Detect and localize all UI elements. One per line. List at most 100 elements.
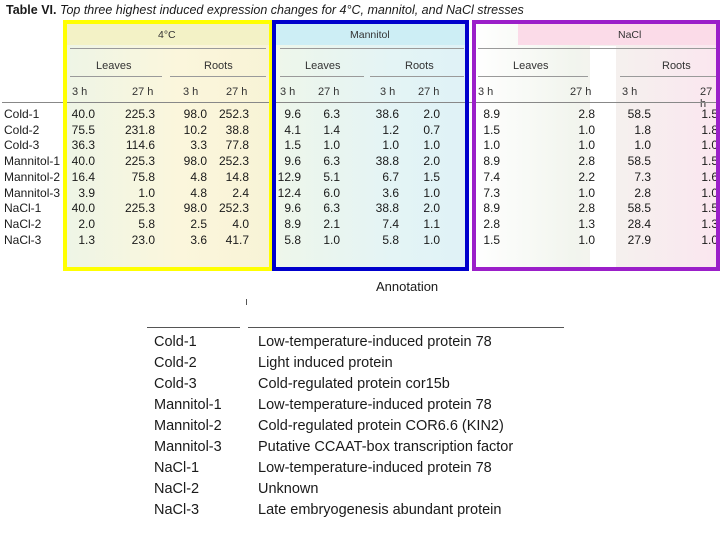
cell-mannitol: 4.1 — [284, 122, 301, 137]
cell-mannitol: 12.9 — [277, 169, 301, 184]
subgroup-rule — [70, 76, 162, 77]
cell-nacl: 7.3 — [483, 185, 500, 200]
mannitol-highlight-box — [272, 20, 469, 271]
subgroup-mannitol-leaves: Leaves — [305, 60, 341, 72]
cell-cold: 36.3 — [71, 138, 95, 153]
cell-cold: 4.8 — [190, 169, 207, 184]
cell-mannitol: 1.0 — [323, 232, 340, 247]
time-header: 3 h — [280, 86, 296, 98]
group-rule-nacl — [478, 48, 716, 49]
time-header: 3 h — [622, 86, 638, 98]
cell-nacl: 1.0 — [483, 138, 500, 153]
row-label: Mannitol-1 — [4, 154, 61, 169]
cell-cold: 41.7 — [225, 232, 249, 247]
subgroup-nacl-leaves: Leaves — [513, 60, 549, 72]
annotation-description: Low-temperature-induced protein 78 — [258, 397, 492, 413]
cell-mannitol: 1.4 — [323, 122, 340, 137]
group-title-nacl: NaCl — [618, 29, 642, 41]
cell-cold: 225.3 — [124, 154, 155, 169]
cell-nacl: 1.5 — [701, 201, 718, 216]
group-title-cold: 4°C — [158, 29, 176, 41]
cell-nacl: 1.0 — [634, 138, 651, 153]
cell-mannitol: 3.6 — [382, 185, 399, 200]
time-header: 27 h — [570, 86, 592, 98]
cell-cold: 3.9 — [78, 185, 95, 200]
cell-cold: 114.6 — [125, 138, 155, 153]
annotation-id: Cold-3 — [154, 376, 197, 392]
table-title: Top three highest induced expression cha… — [59, 3, 524, 17]
cell-mannitol: 1.0 — [382, 138, 399, 153]
annotation-description: Late embryogenesis abundant protein — [258, 502, 502, 518]
cell-nacl: 1.0 — [578, 138, 595, 153]
annotation-id: Mannitol-3 — [154, 439, 222, 455]
cell-nacl: 1.0 — [578, 185, 595, 200]
cell-nacl: 7.3 — [634, 169, 651, 184]
nacl-header-tint — [518, 23, 720, 45]
cell-mannitol: 5.8 — [284, 232, 301, 247]
cell-mannitol: 1.5 — [284, 138, 301, 153]
time-header: 27 h — [132, 86, 154, 98]
cell-mannitol: 5.8 — [382, 232, 399, 247]
header-rule — [2, 102, 720, 103]
nacl-gap-tint — [590, 46, 616, 268]
row-label: Cold-1 — [4, 107, 40, 121]
cell-nacl: 1.5 — [483, 122, 500, 137]
annotation-description: Unknown — [258, 481, 319, 497]
annotation-description: Putative CCAAT-box transcription factor — [258, 439, 514, 455]
annotation-id: Cold-1 — [154, 334, 197, 350]
cell-mannitol: 38.8 — [375, 201, 399, 216]
cell-mannitol: 1.0 — [423, 138, 440, 153]
cell-mannitol: 6.3 — [323, 154, 340, 169]
cell-nacl: 2.8 — [483, 216, 500, 231]
cell-nacl: 1.5 — [701, 107, 718, 121]
cell-mannitol: 6.0 — [323, 185, 340, 200]
cell-mannitol: 6.3 — [323, 201, 340, 216]
annotation-description: Light induced protein — [258, 355, 393, 371]
row-label: Cold-3 — [4, 138, 40, 153]
cell-cold: 38.8 — [225, 122, 249, 137]
cell-nacl: 1.0 — [578, 232, 595, 247]
cell-cold: 10.2 — [183, 122, 207, 137]
cell-nacl: 2.2 — [578, 169, 595, 184]
mannitol-header-tint — [275, 23, 468, 45]
annotation-id: NaCl-3 — [154, 502, 200, 518]
cell-mannitol: 7.4 — [382, 216, 399, 231]
cell-mannitol: 2.0 — [423, 154, 440, 169]
cell-nacl: 8.9 — [483, 154, 500, 169]
cell-nacl: 2.8 — [578, 107, 595, 121]
time-header: 3 h — [380, 86, 396, 98]
annotation-rule-right — [248, 327, 564, 328]
cell-cold: 98.0 — [183, 201, 207, 216]
cell-mannitol: 2.0 — [423, 201, 440, 216]
cell-mannitol: 6.3 — [323, 107, 340, 121]
cell-mannitol: 1.0 — [423, 232, 440, 247]
cell-nacl: 1.0 — [578, 122, 595, 137]
row-label: NaCl-3 — [4, 232, 42, 247]
cell-cold: 225.3 — [124, 107, 155, 121]
cell-mannitol: 8.9 — [284, 216, 301, 231]
time-header: 27 h — [700, 86, 713, 110]
cell-nacl: 1.0 — [701, 232, 718, 247]
mannitol-group-tint — [275, 23, 468, 269]
cell-cold: 5.8 — [138, 216, 155, 231]
row-label: Mannitol-2 — [4, 169, 61, 184]
cell-cold: 40.0 — [71, 201, 95, 216]
annotation-description: Cold-regulated protein COR6.6 (KIN2) — [258, 418, 504, 434]
cell-mannitol: 9.6 — [284, 154, 301, 169]
cell-nacl: 1.0 — [701, 185, 718, 200]
cell-nacl: 2.8 — [578, 201, 595, 216]
subgroup-mannitol-roots: Roots — [405, 60, 434, 72]
cell-mannitol: 1.0 — [423, 185, 440, 200]
annotation-id: Mannitol-1 — [154, 397, 222, 413]
table-label: Table VI. — [6, 3, 57, 17]
cell-nacl: 58.5 — [627, 201, 651, 216]
annotation-id: Cold-2 — [154, 355, 197, 371]
cell-nacl: 8.9 — [483, 107, 500, 121]
cell-cold: 14.8 — [225, 169, 249, 184]
cell-cold: 2.5 — [190, 216, 207, 231]
subgroup-cold-leaves: Leaves — [96, 60, 132, 72]
cell-nacl: 1.5 — [483, 232, 500, 247]
cell-cold: 4.8 — [190, 185, 207, 200]
cell-nacl: 27.9 — [627, 232, 651, 247]
subgroup-rule — [280, 76, 364, 77]
